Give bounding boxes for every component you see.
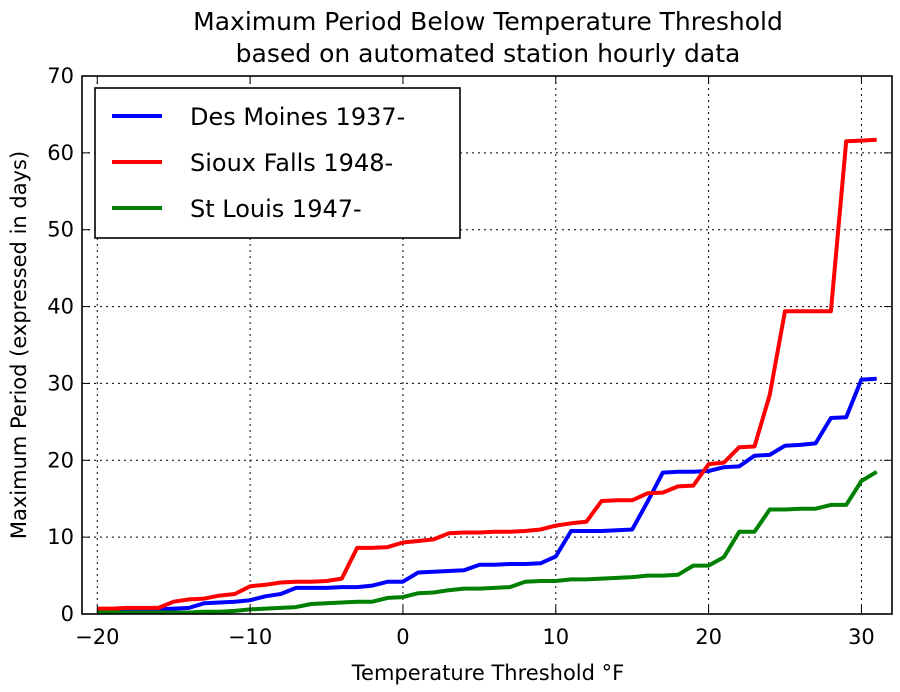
x-tick-label: 20 (695, 625, 722, 649)
ticks: −20 −10 0 10 20 30 0 10 20 30 40 50 60 70 (47, 64, 892, 649)
x-tick-label: 10 (542, 625, 569, 649)
series-lines (97, 137, 878, 615)
legend-label: Des Moines 1937- (190, 103, 405, 131)
y-tick-label: 10 (47, 525, 74, 549)
series-line-0 (97, 376, 877, 613)
legend: Des Moines 1937- Sioux Falls 1948- St Loui… (94, 87, 461, 239)
y-tick-label: 70 (47, 64, 74, 88)
chart-title: Maximum Period Below Temperature Thresho… (193, 7, 783, 36)
x-tick-label: 30 (848, 625, 875, 649)
y-tick-label: 20 (47, 448, 74, 472)
y-tick-label: 0 (61, 602, 74, 626)
series-line-2 (97, 470, 878, 615)
y-tick-label: 50 (47, 218, 74, 242)
y-axis-label: Maximum Period (expressed in days) (7, 151, 31, 539)
legend-label: St Louis 1947- (190, 195, 362, 223)
series-line-1 (97, 137, 877, 611)
x-tick-label: −10 (228, 625, 272, 649)
y-tick-label: 30 (47, 371, 74, 395)
chart-subtitle: based on automated station hourly data (236, 39, 741, 68)
x-tick-label: 0 (396, 625, 409, 649)
y-tick-label: 40 (47, 295, 74, 319)
y-tick-label: 60 (47, 141, 74, 165)
plot-frame (81, 75, 893, 615)
legend-label: Sioux Falls 1948- (190, 149, 393, 177)
x-tick-label: −20 (75, 625, 119, 649)
x-axis-label: Temperature Threshold °F (351, 661, 624, 685)
